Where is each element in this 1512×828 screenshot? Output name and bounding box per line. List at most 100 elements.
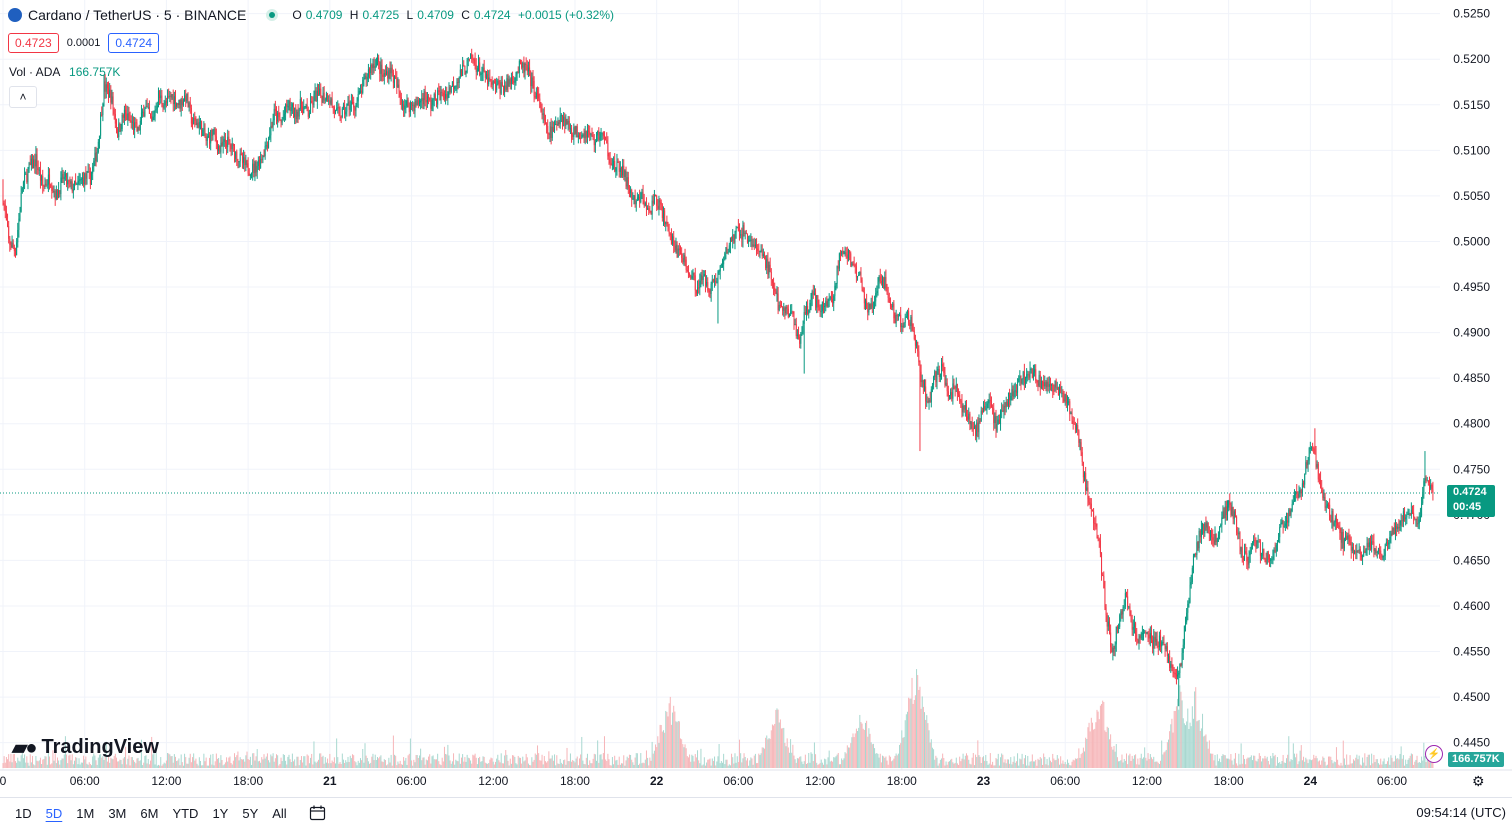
volume-bar <box>421 760 422 768</box>
candle <box>1208 522 1209 533</box>
candle <box>285 103 286 120</box>
candle <box>1015 382 1016 397</box>
candle <box>657 199 658 210</box>
volume-bar <box>453 753 454 768</box>
candle <box>894 312 895 323</box>
candle <box>14 245 15 257</box>
candle-body <box>728 252 729 253</box>
candle-body <box>420 101 421 103</box>
volume-bar <box>1045 764 1046 768</box>
volume-bar <box>127 759 128 768</box>
volume-bar <box>848 747 849 768</box>
candle-body <box>1041 381 1042 388</box>
volume-bar <box>789 753 790 768</box>
candle-body <box>1106 608 1107 616</box>
volume-bar <box>1292 760 1293 768</box>
candle <box>249 168 250 176</box>
volume-bar <box>434 759 435 768</box>
candle-body <box>1069 401 1070 414</box>
candle-body <box>108 88 109 97</box>
candle-body <box>690 275 691 278</box>
volume-bar <box>639 764 640 768</box>
candle-body <box>593 135 594 139</box>
candle-body <box>663 210 664 218</box>
volume-bar <box>829 751 830 768</box>
volume-bar <box>748 766 749 768</box>
candle-body <box>900 315 901 327</box>
candle-body <box>349 102 350 110</box>
volume-bar <box>1267 757 1268 768</box>
volume-bar <box>189 758 190 768</box>
candle <box>1112 644 1113 661</box>
volume-bar <box>949 761 950 768</box>
volume-bar <box>537 745 538 768</box>
candle-body <box>202 130 203 136</box>
candle-body <box>416 101 417 105</box>
candle <box>902 318 903 332</box>
candle-body <box>771 272 772 279</box>
candle-body <box>891 306 892 307</box>
candle-body <box>1143 633 1144 634</box>
candle <box>391 62 392 82</box>
candle <box>855 263 856 273</box>
volume-bar <box>658 743 659 768</box>
candle-body <box>130 119 131 120</box>
candle <box>1160 630 1161 652</box>
candle-body <box>542 111 543 115</box>
candle-body <box>67 180 68 184</box>
price-axis[interactable] <box>1440 0 1512 797</box>
volume-bar <box>130 765 131 768</box>
candle <box>362 77 363 94</box>
candle <box>1078 429 1079 447</box>
candle <box>429 97 430 101</box>
volume-bar <box>1308 763 1309 768</box>
volume-bar <box>1221 756 1222 768</box>
volume-bar <box>1356 755 1357 768</box>
candle <box>534 76 535 102</box>
candle-body <box>662 205 663 219</box>
volume-bar <box>193 753 194 768</box>
volume-bar <box>50 764 51 768</box>
candle-body <box>821 311 822 312</box>
volume-bar <box>518 756 519 768</box>
candle <box>1176 669 1177 685</box>
volume-bar <box>56 763 57 768</box>
price-chart[interactable]: 0.52500.52000.51500.51000.50500.50000.49… <box>0 0 1512 797</box>
candle <box>492 76 493 89</box>
volume-bar <box>1020 759 1021 768</box>
candle-body <box>870 304 871 309</box>
volume-bar <box>863 729 864 768</box>
volume-bar <box>1101 704 1102 768</box>
candle <box>377 53 378 65</box>
candle-body <box>374 64 375 68</box>
candle <box>837 265 838 288</box>
candle-body <box>133 122 134 131</box>
candle-body <box>770 265 771 272</box>
candle <box>1292 499 1293 512</box>
candle <box>853 261 854 266</box>
candle-body <box>1228 501 1229 508</box>
candle <box>127 106 128 126</box>
candle-body <box>1091 504 1092 510</box>
candle <box>1212 529 1213 546</box>
volume-bar <box>1334 762 1335 768</box>
candle-body <box>729 245 730 252</box>
candle-body <box>210 130 211 143</box>
candle <box>1218 531 1219 542</box>
candle-body <box>142 112 143 113</box>
candle-body <box>571 128 572 134</box>
candle <box>428 94 429 104</box>
volume-bar <box>1137 759 1138 768</box>
candle <box>577 124 578 138</box>
volume-bar <box>283 754 284 768</box>
candle-body <box>1239 533 1240 551</box>
candle <box>1091 498 1092 517</box>
candle-body <box>1202 524 1203 529</box>
candle-body <box>394 76 395 83</box>
volume-bar <box>224 764 225 768</box>
candle <box>764 252 765 260</box>
candle-body <box>1304 473 1305 484</box>
volume-bar <box>860 722 861 768</box>
candle-body <box>1236 517 1237 533</box>
volume-bar <box>1274 756 1275 768</box>
